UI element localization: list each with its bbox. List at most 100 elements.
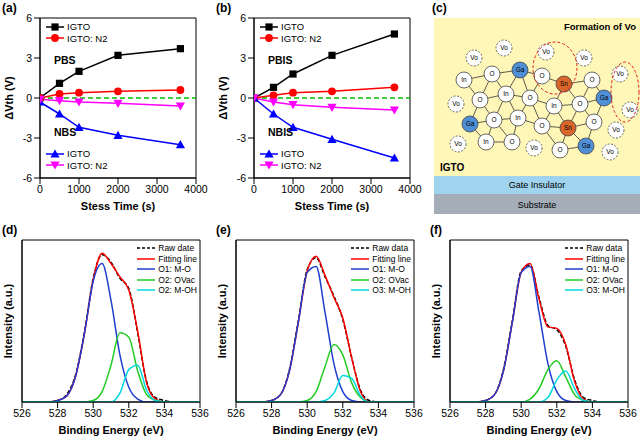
svg-text:4000: 4000	[398, 183, 422, 195]
svg-text:O: O	[477, 96, 482, 103]
svg-text:Vo: Vo	[530, 144, 538, 151]
svg-text:0: 0	[26, 92, 32, 104]
svg-text:Vo: Vo	[606, 148, 614, 155]
svg-text:3000: 3000	[359, 183, 383, 195]
svg-text:Sn: Sn	[564, 124, 572, 131]
svg-text:Ga: Ga	[516, 66, 525, 73]
svg-text:In: In	[503, 90, 509, 97]
svg-text:Ga: Ga	[600, 94, 609, 101]
svg-text:O: O	[539, 72, 544, 79]
html-text:(e): (e)	[216, 223, 231, 237]
svg-text:Sn: Sn	[560, 80, 568, 87]
svg-text:-3: -3	[237, 132, 246, 144]
svg-text:Vo: Vo	[616, 70, 624, 77]
svg-text:526: 526	[227, 407, 245, 419]
svg-text:ΔVth (V): ΔVth (V)	[3, 76, 15, 120]
svg-text:Formation of Vo: Formation of Vo	[564, 21, 636, 32]
svg-text:-3: -3	[23, 132, 32, 144]
svg-text:O: O	[509, 138, 514, 145]
svg-text:Ga: Ga	[466, 120, 475, 127]
svg-text:ΔVth (V): ΔVth (V)	[217, 76, 229, 120]
svg-text:534: 534	[156, 407, 174, 419]
html-text:IGTO: N2: IGTO: N2	[67, 32, 108, 44]
html-text:(c): (c)	[432, 1, 447, 15]
html-text:IGTO: IGTO	[67, 148, 91, 160]
svg-text:532: 532	[334, 407, 352, 419]
svg-text:Vo: Vo	[454, 140, 462, 147]
html-text:PBIS: PBIS	[268, 54, 293, 66]
svg-text:0: 0	[37, 183, 43, 195]
svg-text:Stess Time (s): Stess Time (s)	[81, 200, 156, 212]
svg-text:Intensity (a.u.): Intensity (a.u.)	[430, 283, 442, 358]
svg-text:0: 0	[240, 92, 246, 104]
svg-text:1000: 1000	[67, 183, 91, 195]
html-text:(d): (d)	[2, 223, 18, 237]
html-text:PBS: PBS	[54, 54, 76, 66]
svg-text:O: O	[589, 76, 594, 83]
svg-text:O: O	[539, 122, 544, 129]
svg-text:Binding Energy (eV): Binding Energy (eV)	[486, 424, 591, 436]
svg-text:O: O	[577, 100, 582, 107]
svg-text:6: 6	[26, 12, 32, 24]
svg-text:Vo: Vo	[612, 126, 620, 133]
svg-text:IGTO: IGTO	[440, 162, 464, 173]
svg-text:In: In	[551, 102, 557, 109]
svg-text:O: O	[491, 116, 496, 123]
svg-text:2000: 2000	[320, 183, 344, 195]
svg-text:536: 536	[405, 407, 423, 419]
svg-text:532: 532	[548, 407, 566, 419]
svg-text:Vo: Vo	[626, 106, 634, 113]
svg-text:O: O	[557, 146, 562, 153]
svg-text:Binding Energy (eV): Binding Energy (eV)	[272, 424, 377, 436]
svg-text:O: O	[489, 70, 494, 77]
svg-text:530: 530	[512, 407, 530, 419]
svg-text:Gate Insulator: Gate Insulator	[509, 180, 566, 190]
svg-text:Ga: Ga	[582, 142, 591, 149]
html-text:IGTO: N2: IGTO: N2	[67, 159, 108, 171]
html-text:NBS: NBS	[54, 126, 77, 138]
svg-text:Intensity (a.u.): Intensity (a.u.)	[216, 283, 228, 358]
svg-text:3: 3	[240, 52, 246, 64]
svg-text:Vo: Vo	[580, 54, 588, 61]
svg-text:Stess Time (s): Stess Time (s)	[295, 200, 370, 212]
svg-text:534: 534	[584, 407, 602, 419]
svg-text:528: 528	[477, 407, 495, 419]
svg-text:0: 0	[251, 183, 257, 195]
svg-text:O: O	[591, 118, 596, 125]
html-text:(a): (a)	[2, 1, 17, 15]
html-text:IGTO: N2: IGTO: N2	[281, 32, 322, 44]
svg-text:Vo: Vo	[542, 48, 550, 55]
svg-text:-6: -6	[23, 172, 32, 184]
svg-text:Binding Energy (eV): Binding Energy (eV)	[58, 424, 163, 436]
svg-text:4000: 4000	[184, 183, 208, 195]
svg-text:Vo: Vo	[452, 100, 460, 107]
svg-text:Substrate: Substrate	[518, 200, 557, 210]
html-text:NBIS: NBIS	[268, 126, 294, 138]
svg-text:528: 528	[49, 407, 67, 419]
svg-text:2000: 2000	[106, 183, 130, 195]
html-text:IGTO: IGTO	[67, 21, 91, 33]
svg-text:In: In	[483, 138, 489, 145]
svg-text:526: 526	[441, 407, 459, 419]
svg-text:Intensity (a.u.): Intensity (a.u.)	[2, 283, 14, 358]
svg-text:-6: -6	[237, 172, 246, 184]
svg-text:Vo: Vo	[500, 44, 508, 51]
html-text:(b): (b)	[216, 1, 232, 15]
svg-text:534: 534	[370, 407, 388, 419]
svg-text:530: 530	[298, 407, 316, 419]
svg-text:528: 528	[263, 407, 281, 419]
svg-text:1000: 1000	[281, 183, 305, 195]
svg-text:In: In	[461, 76, 467, 83]
svg-text:536: 536	[191, 407, 209, 419]
svg-text:3000: 3000	[145, 183, 169, 195]
svg-text:6: 6	[240, 12, 246, 24]
html-text:IGTO: IGTO	[281, 21, 305, 33]
svg-text:3: 3	[26, 52, 32, 64]
svg-text:532: 532	[120, 407, 138, 419]
svg-text:526: 526	[13, 407, 31, 419]
svg-text:Vo: Vo	[470, 54, 478, 61]
svg-text:530: 530	[84, 407, 102, 419]
svg-text:In: In	[515, 114, 521, 121]
svg-text:536: 536	[619, 407, 637, 419]
svg-text:O: O	[527, 94, 532, 101]
